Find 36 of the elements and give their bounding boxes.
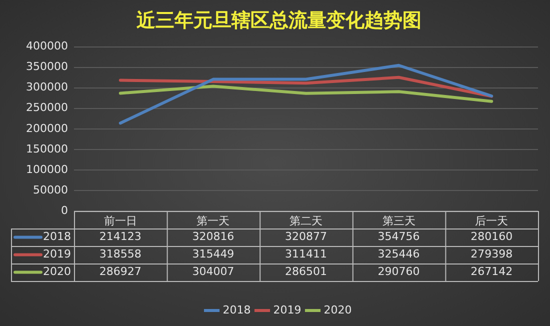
y-tick-label: 100000 [26,162,68,176]
data-label: 354756 [378,230,420,244]
chart-title: 近三年元旦辖区总流量变化趋势图 [136,9,422,32]
x-tick-label: 前一日 [104,214,137,228]
data-label: 267142 [470,265,513,278]
data-label: 280160 [470,230,513,244]
y-tick-label: 50000 [32,183,68,196]
x-tick-label: 第三天 [382,214,416,228]
text: 2020 [324,303,352,316]
legend-label: 2018 [42,230,71,244]
data-label: 290760 [378,265,420,278]
text: 2019 [273,303,302,316]
data-label: 286927 [99,265,142,278]
legend-label: 2020 [42,265,71,278]
data-label: 214123 [99,230,142,244]
y-tick-label: 200000 [26,122,68,135]
legend-label: 2019 [42,248,71,261]
x-tick-label: 第一天 [196,214,230,228]
data-label: 320877 [284,230,327,244]
y-tick-label: 300000 [26,80,68,94]
data-label: 325446 [378,248,420,261]
data-label: 304007 [192,265,234,278]
data-label: 286501 [284,265,327,278]
y-tick-label: 250000 [26,101,68,114]
data-label: 279398 [470,248,513,261]
text: 2018 [222,303,251,316]
y-tick-label: 350000 [26,60,68,74]
y-tick-label: 400000 [26,40,68,53]
y-tick-label: 0 [60,204,68,217]
y-tick-label: 150000 [26,142,68,156]
data-label: 318558 [99,248,142,261]
data-label: 315449 [192,248,234,261]
data-label: 311411 [284,248,327,261]
data-label: 320816 [192,230,234,244]
x-tick-label: 后一天 [475,214,508,228]
x-tick-label: 第二天 [289,214,322,228]
